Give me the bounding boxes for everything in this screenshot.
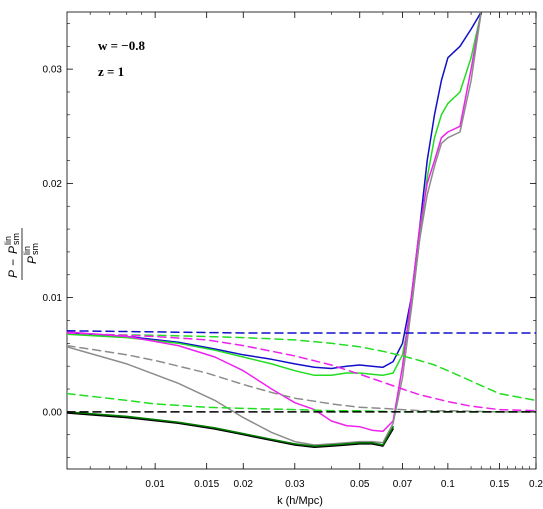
- x-tick-label: 0.01: [145, 479, 165, 490]
- plot-area: [66, 11, 537, 470]
- y-label-num-sub: sm: [11, 233, 21, 245]
- solid-series-line-2: [67, 12, 482, 433]
- dashed-series-line-10: [67, 392, 536, 413]
- ticks-layer: 0.01 0.015 0.02 0.03 0.05 0.07 0.1 0.15 0.2 0.00 0…: [43, 12, 543, 490]
- y-tick-label: 0.01: [43, 293, 63, 304]
- solid-series-line-4: [67, 412, 394, 449]
- y-label-den-sub: sm: [30, 243, 40, 255]
- y-label-num-P2: P: [6, 246, 20, 254]
- y-label-num-sup: lin: [3, 236, 13, 245]
- x-axis-title: k (h/Mpc): [277, 495, 323, 507]
- dashed-series-line-9: [67, 344, 536, 413]
- plot-frame: [66, 11, 537, 470]
- dashed-series-line-6: [67, 330, 536, 334]
- x-tick-label: 0.02: [234, 479, 254, 490]
- y-tick-label: 0.03: [43, 65, 63, 76]
- y-tick-label: 0.00: [43, 407, 63, 418]
- y-axis-title: P − P lin sm P lin sm: [3, 228, 40, 280]
- x-tick-label: 0.03: [285, 479, 305, 490]
- x-tick-label: 0.2: [529, 479, 543, 490]
- x-tick-label: 0.015: [194, 479, 219, 490]
- solid-series-line-5: [67, 411, 394, 447]
- y-label-minus: −: [6, 259, 20, 266]
- x-tick-label: 0.07: [393, 479, 413, 490]
- x-tick-label: 0.05: [350, 479, 370, 490]
- x-tick-label: 0.1: [441, 479, 455, 490]
- annotation-z: z = 1: [98, 64, 124, 79]
- solid-series-line-0: [67, 12, 482, 370]
- dashed-series-line-7: [67, 333, 536, 402]
- annotation-w: w = −0.8: [98, 38, 145, 53]
- y-label-den-P: P: [25, 256, 39, 264]
- dashed-series-line-8: [67, 332, 536, 412]
- solid-series-line-1: [67, 12, 482, 377]
- y-label-den-sup: lin: [22, 246, 32, 255]
- solid-series-line-3: [67, 12, 482, 446]
- series-layer: [67, 12, 536, 449]
- y-tick-label: 0.02: [43, 179, 63, 190]
- x-tick-label: 0.15: [490, 479, 510, 490]
- y-label-num-P: P: [6, 270, 20, 278]
